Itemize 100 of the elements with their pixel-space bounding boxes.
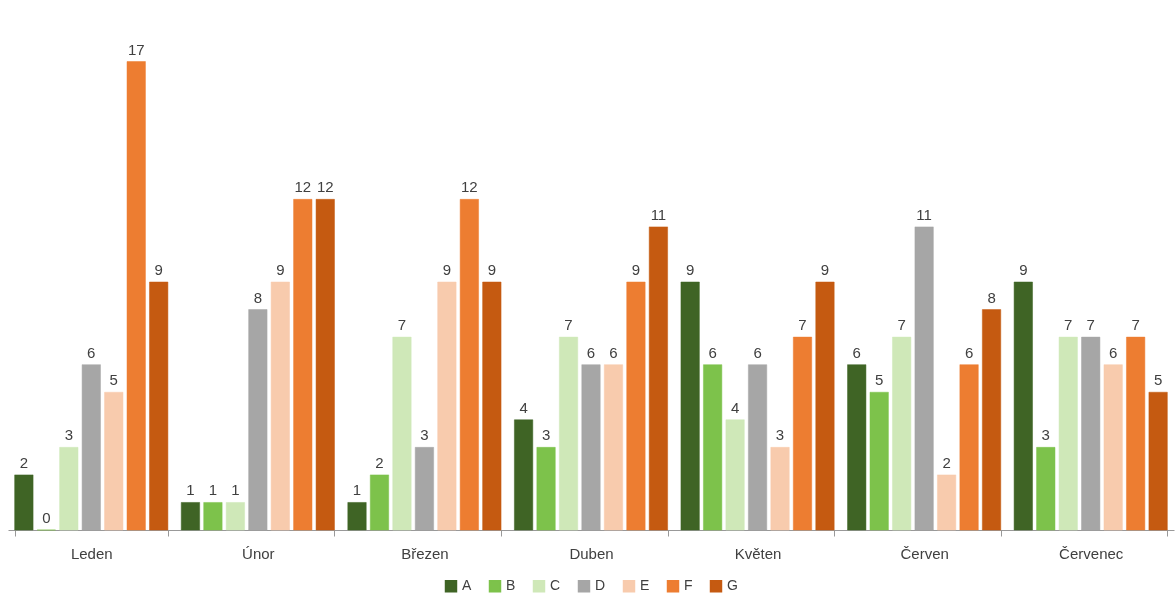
bar	[581, 364, 601, 531]
bar	[559, 336, 578, 531]
bar	[703, 364, 723, 531]
data-label: 1	[231, 481, 240, 499]
data-label: 9	[631, 261, 641, 278]
x-tick-label: Únor	[242, 544, 275, 562]
bar	[1148, 391, 1168, 531]
data-label: 2	[19, 453, 29, 471]
data-label: 9	[487, 261, 497, 278]
data-label: 1	[208, 481, 218, 499]
x-tick-label: Březen	[401, 544, 449, 562]
legend-label: G	[727, 577, 738, 594]
bar	[914, 226, 934, 531]
data-label: 6	[964, 343, 974, 361]
data-label: 6	[87, 343, 96, 361]
bar	[680, 281, 700, 531]
bar	[293, 199, 313, 531]
bar	[536, 447, 556, 531]
data-label: 3	[420, 426, 429, 444]
data-label: 3	[541, 426, 551, 444]
data-label: 7	[1064, 316, 1073, 334]
bar	[482, 281, 502, 531]
data-label: 9	[154, 261, 163, 278]
bar	[370, 474, 389, 531]
bar	[514, 419, 534, 531]
data-label: 6	[609, 343, 618, 361]
data-label: 1	[352, 481, 362, 499]
data-label: 1	[186, 481, 195, 499]
data-label: 5	[875, 371, 884, 389]
bar	[847, 364, 867, 531]
data-label: 9	[685, 261, 695, 278]
bar	[869, 391, 889, 531]
x-tick-label: Duben	[569, 544, 614, 562]
data-label: 6	[1109, 343, 1118, 361]
bar	[14, 474, 34, 531]
data-label: 8	[987, 288, 996, 306]
bar	[315, 199, 335, 531]
bar	[1103, 364, 1123, 531]
bar	[604, 364, 623, 531]
bar	[81, 364, 101, 531]
bar	[437, 281, 457, 531]
data-label: 9	[276, 261, 285, 278]
data-label: 7	[897, 316, 906, 334]
legend-label: A	[462, 577, 472, 594]
bar	[725, 419, 745, 531]
bar	[626, 281, 646, 531]
legend-label: C	[550, 577, 561, 594]
x-tick-label: Červenec	[1059, 544, 1124, 562]
legend-label: B	[506, 577, 516, 594]
bar	[1081, 336, 1101, 531]
data-label: 7	[798, 316, 807, 334]
data-label: 6	[852, 343, 861, 361]
bar	[648, 226, 668, 531]
bar	[1036, 447, 1056, 531]
data-label: 5	[109, 371, 118, 389]
data-label: 3	[1041, 426, 1050, 444]
data-label: 11	[650, 205, 667, 223]
bar	[982, 309, 1002, 531]
data-label: 8	[253, 288, 263, 306]
bar	[180, 502, 200, 531]
bar	[770, 447, 790, 531]
data-label: 5	[1153, 371, 1163, 389]
data-label: 4	[730, 398, 740, 416]
bar	[793, 336, 812, 531]
bar	[149, 281, 169, 531]
data-label: 7	[1086, 316, 1095, 334]
bar	[248, 309, 268, 531]
data-label: 7	[397, 316, 407, 334]
bar	[815, 281, 835, 531]
bar	[225, 502, 245, 531]
bar	[270, 281, 290, 531]
bar	[892, 336, 912, 531]
x-tick-label: Leden	[70, 544, 113, 562]
bar	[937, 474, 957, 531]
legend-label: F	[684, 577, 693, 594]
bar	[59, 447, 79, 531]
data-label: 12	[316, 178, 334, 196]
legend-label: E	[640, 577, 650, 594]
data-label: 7	[1131, 316, 1140, 334]
data-label: 3	[64, 426, 73, 444]
data-label: 2	[942, 453, 951, 471]
data-label: 3	[775, 426, 785, 444]
bar	[959, 364, 979, 531]
data-label: 6	[586, 343, 596, 361]
data-label: 6	[753, 343, 762, 361]
data-label: 12	[294, 178, 312, 196]
data-label: 2	[375, 453, 384, 471]
data-label: 12	[461, 178, 478, 196]
data-label: 6	[708, 343, 717, 361]
x-tick-label: Květen	[734, 544, 782, 562]
bar	[1013, 281, 1033, 531]
bar	[392, 336, 412, 531]
data-label: 7	[564, 316, 573, 334]
data-label: 9	[820, 261, 830, 278]
data-label: 9	[1019, 261, 1028, 278]
data-label: 0	[42, 509, 51, 526]
bar	[104, 391, 124, 531]
bar	[459, 199, 479, 531]
bar	[414, 447, 434, 531]
data-label: 17	[127, 40, 145, 58]
